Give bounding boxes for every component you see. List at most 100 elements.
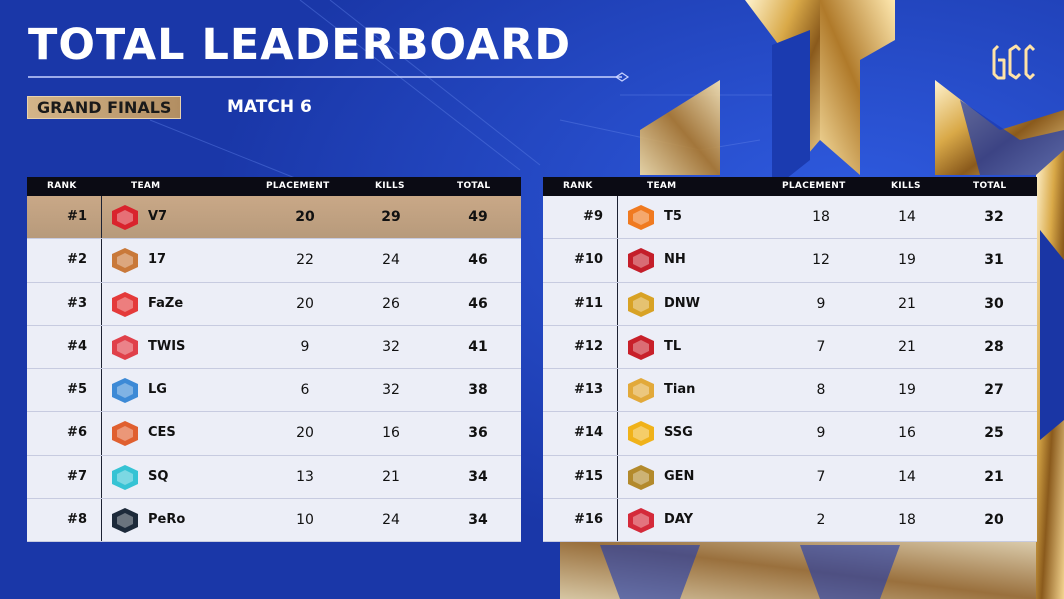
leaderboard-left: RANK TEAM PLACEMENT KILLS TOTAL #1 V7 20 29…: [27, 177, 521, 543]
placement-cell: 9: [816, 425, 826, 442]
team-header: TEAM: [647, 181, 677, 191]
match-label: MATCH 6: [227, 97, 312, 117]
table-row: #14 SSG 9 16 25: [543, 412, 1037, 456]
kills-header: KILLS: [891, 181, 921, 191]
placement-header: PLACEMENT: [782, 181, 846, 191]
team-name: SSG: [664, 425, 693, 441]
kills-cell: 21: [898, 295, 916, 312]
kills-header: KILLS: [375, 181, 405, 191]
table-row: #15 GEN 7 14 21: [543, 455, 1037, 500]
table-header: RANK TEAM PLACEMENT KILLS TOTAL: [27, 177, 521, 196]
t5-logo-icon: [628, 205, 654, 230]
rank-header: RANK: [563, 181, 593, 191]
total-header: TOTAL: [457, 181, 491, 191]
table-header: RANK TEAM PLACEMENT KILLS TOTAL: [543, 177, 1037, 196]
total-cell: 38: [468, 382, 488, 399]
table-row: #12 TL 7 21 28: [543, 325, 1037, 370]
pgc-logo-icon: [992, 44, 1036, 80]
placement-cell: 20: [295, 209, 315, 225]
day-logo-icon: [628, 508, 654, 534]
team-name: 17: [148, 252, 167, 268]
placement-cell: 20: [296, 295, 314, 312]
rank-cell: #8: [27, 499, 102, 542]
kills-cell: 29: [381, 209, 401, 225]
placement-cell: 9: [816, 295, 826, 312]
rank-cell: #10: [543, 239, 618, 282]
kills-cell: 24: [382, 512, 400, 529]
kills-cell: 14: [898, 468, 916, 485]
team-name: NH: [664, 252, 686, 268]
sq-logo-icon: [112, 464, 138, 490]
twis-logo-icon: [112, 334, 138, 360]
lg-logo-icon: [112, 378, 138, 404]
rank-cell: #6: [27, 412, 102, 455]
faze-logo-icon: [112, 291, 138, 317]
dnw-logo-icon: [628, 291, 654, 317]
kills-cell: 24: [382, 252, 400, 269]
placement-cell: 2: [816, 512, 826, 529]
leaderboard-right: RANK TEAM PLACEMENT KILLS TOTAL #9 T5 18 14…: [543, 177, 1037, 543]
nh-logo-icon: [628, 248, 654, 274]
total-cell: 28: [984, 338, 1004, 355]
team-name: TL: [664, 338, 682, 354]
stage-badge: GRAND FINALS: [27, 96, 182, 119]
placement-header: PLACEMENT: [266, 181, 330, 191]
placement-cell: 8: [816, 382, 826, 399]
total-cell: 36: [468, 425, 488, 442]
rank-cell: #5: [27, 369, 102, 412]
page-title: TOTAL LEADERBOARD: [28, 20, 572, 70]
kills-cell: 19: [898, 382, 916, 399]
table-row: #8 PeRo 10 24 34: [27, 499, 521, 543]
table-row: #5 LG 6 32 38: [27, 369, 521, 413]
placement-cell: 7: [816, 338, 826, 355]
total-header: TOTAL: [973, 181, 1007, 191]
table-row: #13 Tian 8 19 27: [543, 369, 1037, 413]
rank-cell: #9: [543, 196, 618, 239]
total-cell: 27: [984, 382, 1004, 399]
kills-cell: 21: [898, 338, 916, 355]
pero-logo-icon: [112, 508, 138, 534]
kills-cell: 32: [382, 382, 400, 399]
rank-cell: #7: [27, 455, 102, 499]
placement-cell: 10: [296, 512, 314, 529]
placement-cell: 18: [812, 209, 830, 225]
rank-header: RANK: [47, 181, 77, 191]
rank-cell: #11: [543, 282, 618, 325]
team-name: LG: [148, 382, 167, 398]
total-cell: 20: [984, 512, 1004, 529]
total-cell: 46: [468, 252, 488, 269]
kills-cell: 14: [898, 209, 916, 225]
tian-logo-icon: [628, 378, 654, 404]
placement-cell: 9: [300, 338, 310, 355]
v7-logo-icon: [112, 205, 138, 230]
total-cell: 49: [468, 209, 488, 225]
gen-logo-icon: [628, 464, 654, 490]
team-name: CES: [148, 425, 176, 441]
table-row: #4 TWIS 9 32 41: [27, 325, 521, 370]
table-row: #6 CES 20 16 36: [27, 412, 521, 456]
placement-cell: 7: [816, 468, 826, 485]
rank-cell: #3: [27, 282, 102, 325]
kills-cell: 18: [898, 512, 916, 529]
rank-cell: #16: [543, 499, 618, 542]
placement-cell: 13: [296, 468, 314, 485]
rank-cell: #13: [543, 369, 618, 412]
team-name: Tian: [664, 382, 696, 398]
team-name: DAY: [664, 512, 694, 528]
total-cell: 31: [984, 252, 1004, 269]
table-row: #2 17 22 24 46: [27, 239, 521, 283]
team-name: TWIS: [148, 338, 186, 354]
placement-cell: 6: [300, 382, 310, 399]
table-row: #9 T5 18 14 32: [543, 196, 1037, 240]
team-name: FaZe: [148, 295, 184, 311]
team-name: PeRo: [148, 512, 186, 528]
title-underline: [28, 72, 630, 82]
kills-cell: 19: [898, 252, 916, 269]
kills-cell: 32: [382, 338, 400, 355]
17-gaming-logo-icon: [112, 248, 138, 274]
total-cell: 25: [984, 425, 1004, 442]
table-row: #1 V7 20 29 49: [27, 196, 521, 240]
ssg-logo-icon: [628, 421, 654, 447]
team-header: TEAM: [131, 181, 161, 191]
ces-logo-icon: [112, 421, 138, 447]
